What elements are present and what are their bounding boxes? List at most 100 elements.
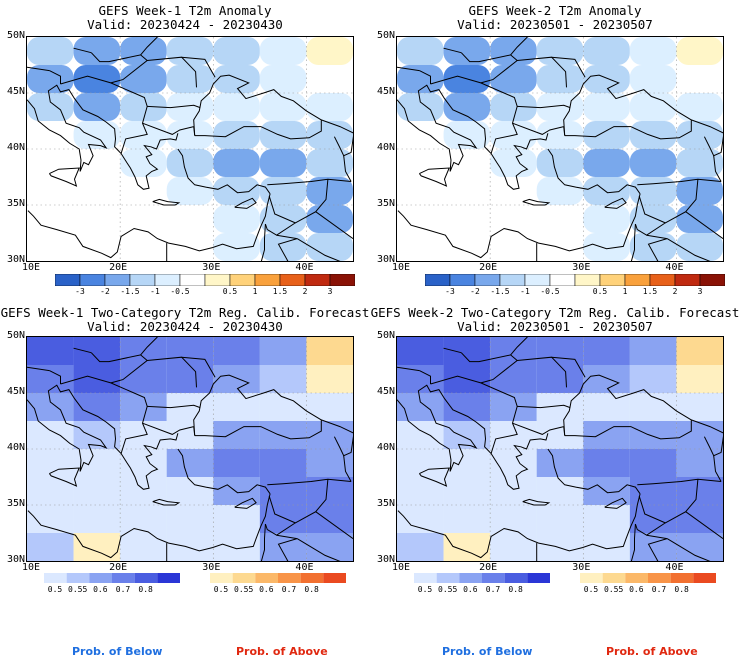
heatmap-cell: [259, 505, 307, 533]
heatmap-cell: [583, 177, 630, 205]
heatmap-cell: [490, 533, 537, 561]
coastline: [120, 133, 179, 190]
lat-tick-label: 50N: [6, 30, 25, 41]
colorbar-swatch: [482, 573, 505, 583]
heatmap-cell: [166, 149, 214, 177]
lon-tick-label: 30E: [572, 262, 591, 273]
coastline: [193, 426, 196, 436]
heatmap-cell: [166, 477, 214, 505]
heatmap-cell: [120, 233, 167, 261]
heatmap-cell: [27, 65, 74, 93]
heatmap-cell: [397, 121, 444, 149]
lon-tick-label: 20E: [109, 562, 128, 573]
coastline: [512, 122, 564, 135]
coastline: [90, 352, 148, 363]
heatmap-cell: [166, 533, 214, 561]
colorbar-swatch: [55, 274, 81, 286]
coastline: [512, 422, 564, 435]
coastline: [713, 155, 722, 182]
heatmap-cell: [583, 449, 630, 477]
heatmap-cell: [120, 177, 167, 205]
colorbar-swatch: [66, 573, 90, 583]
heatmap-cell: [583, 393, 630, 421]
heatmap-cell: [213, 177, 260, 205]
colorbar-tick-label: 0.55: [234, 585, 254, 594]
colorbar-swatch: [229, 274, 256, 286]
colorbar-swatch: [436, 573, 460, 583]
coastline: [634, 495, 667, 536]
coastline: [49, 370, 61, 384]
colorbar-tick-label: -1.5: [120, 287, 140, 296]
coastline: [315, 511, 353, 540]
heatmap-cell: [397, 449, 444, 477]
coastline: [510, 337, 528, 356]
heatmap-cell: [120, 533, 167, 561]
heatmap-cell: [213, 337, 260, 365]
heatmap-cell: [443, 177, 491, 205]
anomaly-map: [396, 36, 724, 262]
prob-above-label: Prob. of Above: [236, 645, 328, 658]
lat-tick-label: 40N: [6, 442, 25, 453]
heatmap-cell: [306, 93, 353, 121]
colorbar-tick-label: 0.7: [281, 585, 297, 594]
colorbar-tick-label: 1: [622, 287, 628, 296]
coastline: [315, 211, 353, 240]
heatmap-cell: [166, 177, 214, 205]
heatmap-cell: [306, 393, 353, 421]
colorbar-tick-label: 2: [302, 287, 308, 296]
heatmap-cell: [120, 505, 167, 533]
colorbar-tick-label: 1.5: [642, 287, 658, 296]
anomaly-map: [26, 36, 354, 262]
coastline: [637, 178, 722, 186]
coastline: [267, 178, 352, 186]
heatmap-cell: [120, 65, 167, 93]
coastline: [419, 70, 431, 84]
heatmap-cell: [73, 449, 121, 477]
coastline: [563, 74, 692, 140]
coastline: [551, 56, 586, 78]
lat-tick-label: 35N: [376, 198, 395, 209]
coastline: [193, 374, 322, 440]
heatmap-cell: [490, 65, 537, 93]
coastline: [665, 179, 699, 224]
heatmap-cell: [213, 449, 260, 477]
heatmap-cell: [536, 37, 584, 65]
heatmap-cell: [73, 477, 121, 505]
probability-map-canvas: [397, 337, 723, 561]
coastline: [177, 448, 271, 495]
lat-tick-label: 40N: [6, 142, 25, 153]
heatmap-cell: [259, 37, 307, 65]
coastline: [646, 534, 668, 561]
colorbar-tick-label: 0.7: [485, 585, 501, 594]
colorbar-swatch: [304, 274, 331, 286]
coastlines: [27, 337, 353, 561]
heatmap-cell: [536, 421, 584, 449]
colorbar-swatch: [157, 573, 180, 583]
colorbar-swatch: [527, 573, 550, 583]
heatmap-cell: [73, 149, 121, 177]
heatmap-cell: [629, 533, 677, 561]
heatmap-cell: [306, 65, 353, 93]
colorbar-swatch: [279, 274, 306, 286]
heatmap-cell: [259, 365, 307, 393]
coastline: [685, 511, 723, 540]
coastline: [547, 148, 641, 195]
heatmap-cells: [397, 337, 723, 561]
prob-above-label: Prob. of Above: [606, 645, 698, 658]
heatmap-cell: [676, 93, 723, 121]
heatmap-cell: [676, 121, 723, 149]
heatmap-cell: [213, 505, 260, 533]
colorbar-tick-label: -3: [445, 287, 455, 296]
heatmap-cell: [676, 37, 723, 65]
colorbar-swatch: [79, 274, 106, 286]
heatmap-cell: [259, 233, 307, 261]
heatmap-cell: [490, 449, 537, 477]
colorbar-tick-label: -1: [520, 287, 530, 296]
colorbar-tick-label: 0.8: [138, 585, 153, 594]
lat-tick-label: 35N: [6, 498, 25, 509]
colorbar-swatch: [549, 274, 576, 286]
chart-title: GEFS Week-2 T2m Anomaly: [468, 3, 642, 18]
heatmap-cell: [629, 177, 677, 205]
anomaly-colorbar: [425, 274, 725, 286]
colorbar-tick-label: 0.55: [68, 585, 88, 594]
